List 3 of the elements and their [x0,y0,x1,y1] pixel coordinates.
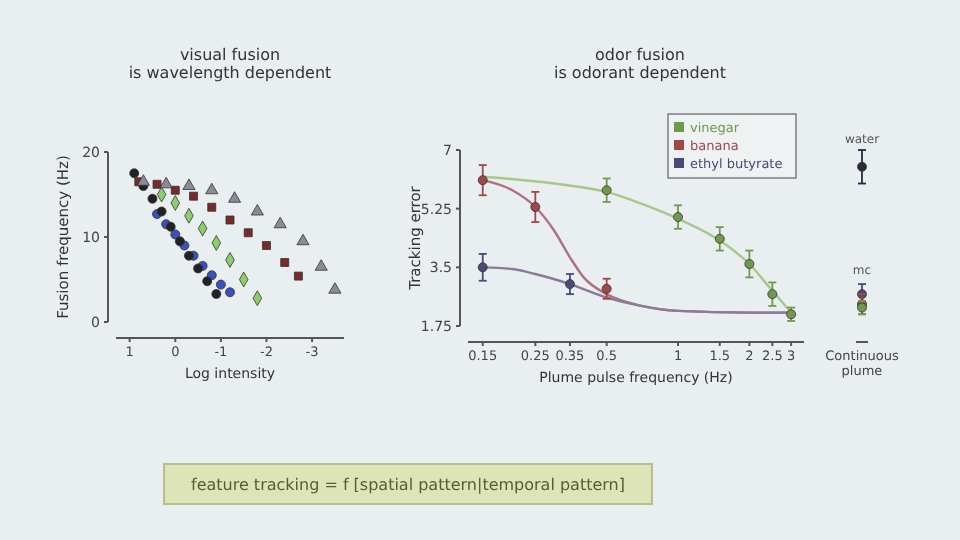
chart-title: odor fusion is odorant dependent [553,46,727,83]
text: feature tracking = f [spatial pattern|temporal pattern] [191,476,625,494]
chart-title: visual fusion is wavelength dependent [128,46,332,83]
